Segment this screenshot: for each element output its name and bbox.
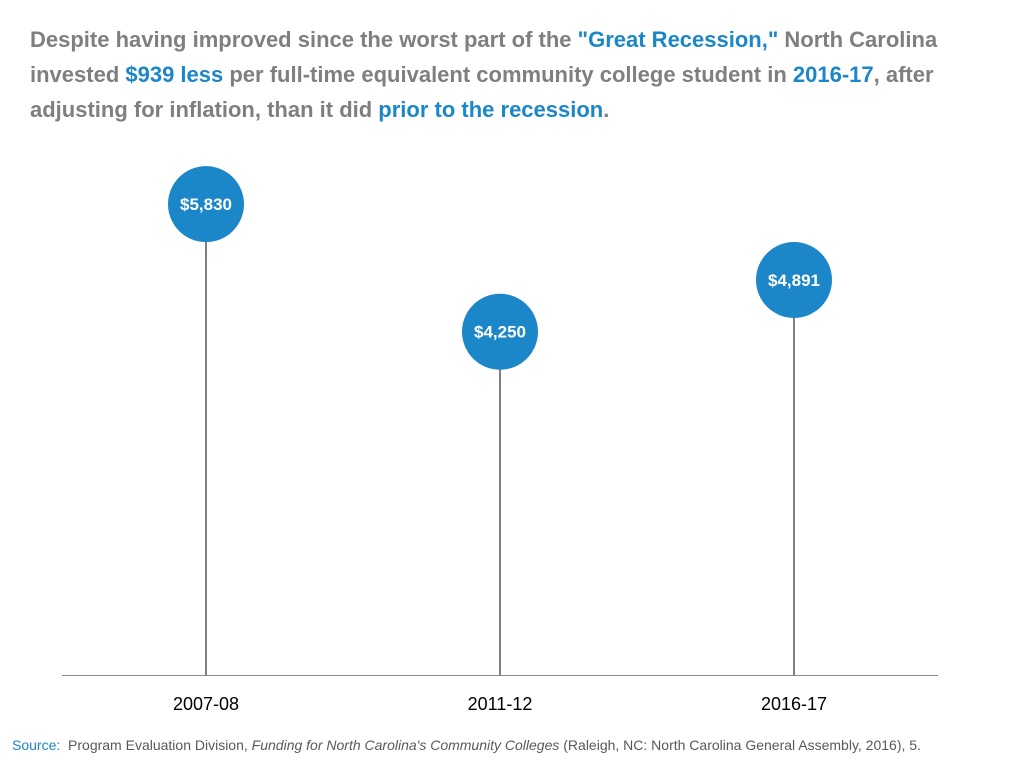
source-title: Funding for North Carolina's Community C… bbox=[251, 737, 560, 753]
headline-text-1: Despite having improved since the worst … bbox=[30, 27, 578, 52]
headline-text-4: , after adjusting for inflation, than it… bbox=[30, 62, 934, 122]
x-tick-label: 2011-12 bbox=[468, 694, 533, 714]
x-tick-label: 2016-17 bbox=[761, 694, 827, 714]
data-label: $4,250 bbox=[474, 323, 526, 342]
headline-highlight-recession: "Great Recession," bbox=[577, 27, 779, 52]
lollipop-marker bbox=[462, 293, 538, 370]
headline-highlight-year: 2016-17 bbox=[792, 62, 874, 87]
data-label: $4,891 bbox=[768, 271, 820, 290]
headline-highlight-amount: $939 less bbox=[125, 62, 224, 87]
chart-marks: $5,830 2007-08 $4,250 2011-12 $4,891 2016-17 bbox=[168, 166, 832, 714]
chart-headline: Despite having improved since the worst … bbox=[30, 22, 1000, 127]
data-label: $5,830 bbox=[180, 195, 232, 214]
lollipop-chart: $5,830 2007-08 $4,250 2011-12 $4,891 2016-17 bbox=[62, 166, 938, 714]
source-text-pre: Program Evaluation Division, bbox=[60, 737, 252, 753]
headline-text-2: North Carolina invested bbox=[30, 27, 938, 87]
headline-highlight-prior: prior to the recession bbox=[378, 97, 604, 122]
headline-text-5: . bbox=[603, 97, 610, 122]
source-note: Source: Program Evaluation Division, Fun… bbox=[12, 737, 921, 753]
lollipop-marker bbox=[168, 166, 244, 243]
lollipop-marker bbox=[756, 241, 832, 318]
headline-text-3: per full-time equivalent community colle… bbox=[223, 62, 793, 87]
source-text-post: (Raleigh, NC: North Carolina General Ass… bbox=[559, 737, 921, 753]
x-tick-label: 2007-08 bbox=[173, 694, 239, 714]
source-label: Source: bbox=[12, 737, 61, 753]
